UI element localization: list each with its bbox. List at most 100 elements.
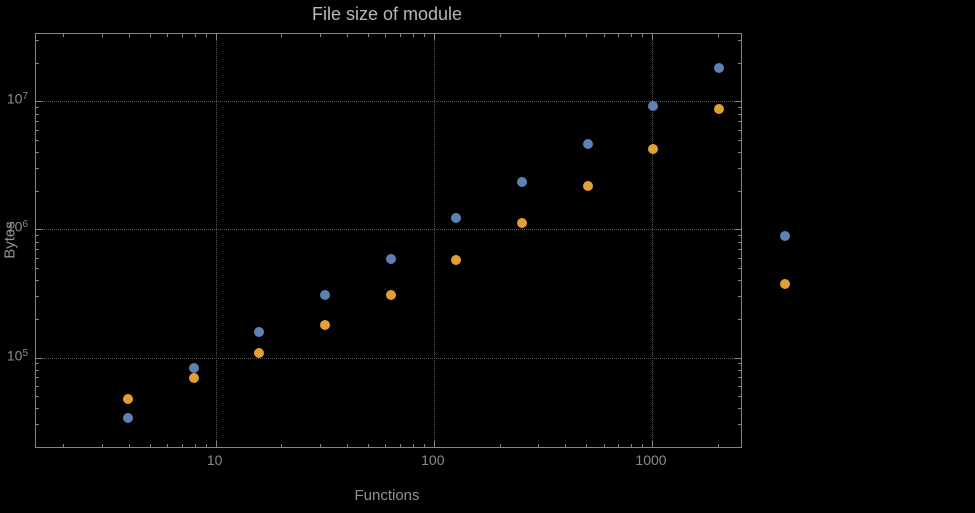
y-tick-base: 10 [6,219,23,236]
y-tick-mark [36,249,39,251]
y-tick-label: 105 [0,347,28,363]
y-tick-mark [738,152,741,154]
gridline-horizontal [36,357,741,359]
data-point-orange [713,104,724,115]
x-tick-mark [167,444,169,447]
x-tick-mark [319,444,321,447]
y-tick-mark [36,369,39,371]
y-tick-mark [738,62,741,64]
x-tick-mark [423,34,425,37]
y-tick-mark [735,229,741,231]
data-point-orange [779,278,790,289]
data-point-blue [385,253,396,264]
x-tick-mark [101,444,103,447]
y-tick-mark [738,267,741,269]
y-tick-mark [36,107,39,109]
x-tick-mark [101,34,103,37]
y-tick-mark [36,168,39,170]
y-tick-mark [36,424,39,426]
y-tick-mark [36,257,39,259]
data-point-blue [516,177,527,187]
data-point-orange [648,143,659,154]
x-tick-mark [181,34,183,37]
x-tick-mark [400,34,401,37]
x-tick-mark [281,444,283,447]
y-tick-mark [738,296,741,298]
x-tick-mark [181,444,183,447]
gridline-horizontal [36,101,741,103]
data-point-blue [188,362,199,373]
x-tick-mark [537,34,539,37]
x-tick-mark [630,444,632,447]
data-point-orange [188,372,199,383]
dots-layer [35,33,790,446]
y-tick-mark [36,296,39,298]
x-tick-mark [205,34,207,37]
y-tick-base: 10 [6,90,23,107]
y-tick-mark [738,318,741,320]
x-tick-mark [586,444,588,447]
y-tick-mark [738,107,741,109]
x-tick-mark [167,34,169,37]
y-tick-mark [738,129,741,131]
x-tick-mark [433,34,435,40]
data-point-orange [451,254,462,265]
y-tick-mark [36,152,39,154]
plot-frame [35,33,742,448]
x-tick-mark [652,34,653,40]
y-tick-mark [738,396,741,397]
data-point-blue [451,213,462,224]
y-tick-mark [36,113,39,115]
y-tick-mark [738,139,741,141]
x-tick-mark [642,444,643,447]
x-tick-mark [215,34,217,40]
y-tick-mark [36,40,39,42]
y-tick-mark [738,424,741,426]
y-tick-label: 106 [0,218,28,235]
data-point-blue [582,138,593,149]
y-tick-mark [36,385,39,387]
y-tick-mark [738,408,741,410]
y-tick-mark [36,121,39,123]
y-tick-mark [36,139,39,141]
y-tick-mark [36,280,39,282]
y-tick-mark [738,113,741,115]
data-point-orange [122,393,133,404]
gridline-vertical [433,34,435,447]
y-tick-mark [738,369,741,371]
x-tick-mark [281,34,283,37]
x-tick-mark [205,444,207,447]
x-tick-mark [499,444,501,447]
x-tick-mark [150,444,152,447]
y-tick-mark [36,190,39,192]
x-tick-mark [423,444,425,447]
data-point-blue [319,290,330,301]
y-tick-label: 107 [0,90,28,107]
data-point-orange [254,347,265,358]
x-tick-mark [385,34,387,37]
x-tick-mark [368,34,370,37]
gridline-horizontal [36,229,741,231]
x-tick-mark [400,444,401,447]
y-tick-mark [738,168,741,170]
y-tick-mark [36,377,39,379]
y-tick-mark [738,280,741,282]
x-tick-mark [642,34,643,37]
y-tick-mark [36,129,39,131]
x-tick-mark [565,34,567,37]
x-tick-mark [347,444,348,447]
data-point-orange [319,320,330,331]
data-point-blue [713,62,724,73]
x-axis-label: Functions [354,487,420,504]
y-tick-mark [738,257,741,259]
data-point-blue [779,230,790,241]
data-point-orange [582,180,593,191]
data-point-blue [648,101,659,112]
gridline-vertical [652,34,653,447]
y-tick-mark [36,62,39,64]
x-tick-mark [603,34,605,37]
y-tick-mark [36,363,39,365]
y-tick-mark [738,241,741,243]
x-tick-label: 10 [206,452,223,468]
x-tick-mark [128,444,130,447]
